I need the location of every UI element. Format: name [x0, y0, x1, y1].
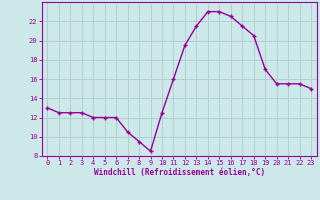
- X-axis label: Windchill (Refroidissement éolien,°C): Windchill (Refroidissement éolien,°C): [94, 168, 265, 177]
